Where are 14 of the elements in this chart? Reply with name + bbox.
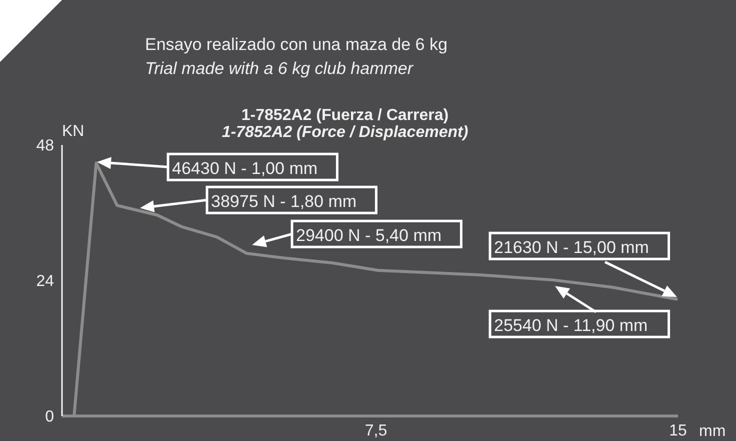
- chart-subtitle: Ensayo realizado con una maza de 6 kg Trial made with a 6 kg club hammer: [145, 35, 448, 78]
- y-axis-title: KN: [62, 123, 84, 140]
- annotation: 38975 N - 1,80 mm: [211, 192, 357, 211]
- annotation: 25540 N - 11,90 mm: [494, 316, 648, 335]
- chart-title: 1-7852A2 (Fuerza / Carrera) 1-7852A2 (Force / Displacement): [222, 107, 468, 141]
- x-tick-label: 15: [669, 422, 687, 440]
- y-tick-label: 24: [36, 273, 54, 290]
- annotation: 29400 N - 5,40 mm: [296, 226, 442, 245]
- y-tick-label: 48: [36, 138, 54, 155]
- x-tick-label: 7,5: [364, 422, 388, 440]
- annotation: 21630 N - 15,00 mm: [494, 238, 649, 257]
- x-axis-title: mm: [699, 423, 726, 440]
- annotation: 46430 N - 1,00 mm: [172, 159, 318, 178]
- y-tick-label: 0: [45, 408, 54, 426]
